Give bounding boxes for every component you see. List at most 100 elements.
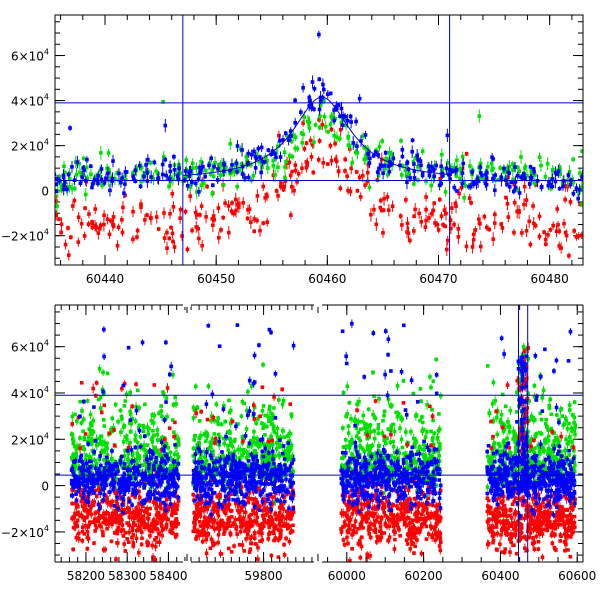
data-point (269, 152, 273, 156)
data-point (240, 399, 245, 404)
data-point (70, 455, 74, 460)
data-point (175, 458, 179, 463)
data-point (133, 433, 138, 438)
data-point (269, 442, 273, 447)
data-point (258, 228, 262, 233)
data-point (428, 169, 432, 174)
data-point (51, 218, 55, 222)
data-point (418, 159, 423, 164)
data-point (436, 463, 440, 467)
data-point (490, 155, 494, 160)
data-point (151, 421, 156, 425)
data-point (385, 172, 390, 177)
data-point (414, 439, 418, 444)
data-point (98, 179, 103, 184)
data-point (111, 159, 115, 163)
data-point (110, 179, 114, 183)
data-point (236, 447, 241, 452)
data-point (491, 237, 495, 241)
data-point (502, 166, 506, 171)
data-point (511, 429, 516, 434)
data-point (312, 86, 317, 91)
data-point (222, 162, 227, 167)
data-point (464, 244, 469, 249)
data-point (572, 229, 577, 233)
data-point (563, 417, 568, 421)
data-point (164, 396, 169, 400)
data-point (376, 444, 381, 449)
data-point (180, 234, 184, 238)
data-point (433, 221, 437, 225)
data-point (228, 168, 232, 173)
data-point (216, 422, 220, 426)
data-point (293, 163, 298, 167)
data-point (281, 185, 286, 189)
data-point (93, 223, 97, 228)
data-point (388, 440, 393, 445)
data-point (584, 231, 588, 235)
data-point (379, 208, 384, 213)
data-point (381, 208, 386, 212)
data-point (63, 184, 68, 189)
data-point (145, 179, 150, 183)
data-point (491, 176, 495, 181)
data-point (271, 414, 276, 419)
data-point (321, 82, 325, 87)
data-point (390, 204, 395, 209)
data-point (237, 205, 241, 209)
data-point (128, 390, 133, 395)
data-point (432, 450, 436, 455)
data-point (546, 183, 551, 188)
data-point (170, 191, 175, 196)
data-point (398, 163, 402, 168)
data-point (55, 172, 57, 177)
data-point (285, 434, 290, 438)
y-tick-mantissa: 2×10 (11, 140, 44, 154)
data-point (363, 183, 367, 187)
data-point (293, 168, 298, 173)
data-point (442, 208, 447, 212)
x-tick-label: 60450 (197, 272, 235, 286)
data-point (149, 175, 153, 179)
data-point (507, 164, 512, 169)
data-point (317, 118, 321, 122)
data-point (585, 172, 589, 176)
data-point (222, 441, 227, 446)
data-point (363, 133, 368, 137)
data-point (145, 443, 150, 447)
data-point (229, 209, 234, 214)
data-point (170, 231, 175, 236)
data-point (51, 172, 55, 176)
data-point (380, 431, 385, 435)
data-point (577, 187, 582, 192)
data-point (371, 452, 376, 456)
data-point (318, 103, 323, 108)
data-point (176, 174, 180, 178)
data-point (74, 172, 79, 177)
data-point (151, 429, 155, 433)
data-point (509, 180, 514, 185)
data-point (574, 235, 579, 239)
data-point (268, 457, 273, 462)
data-point (394, 410, 398, 415)
data-point (90, 225, 95, 230)
data-point (559, 246, 563, 250)
data-point (360, 173, 365, 178)
data-point (88, 421, 93, 426)
data-point (237, 456, 242, 460)
data-point (349, 166, 354, 171)
data-point (277, 442, 282, 446)
data-point (412, 162, 416, 166)
data-point (393, 450, 397, 455)
data-point (367, 424, 371, 428)
data-point (269, 411, 273, 416)
data-point (404, 460, 409, 465)
data-point (399, 139, 403, 143)
data-point (387, 150, 392, 155)
data-point (266, 455, 271, 460)
data-point (450, 165, 454, 170)
data-point (375, 458, 379, 462)
data-point (261, 404, 266, 408)
data-point (367, 185, 372, 190)
